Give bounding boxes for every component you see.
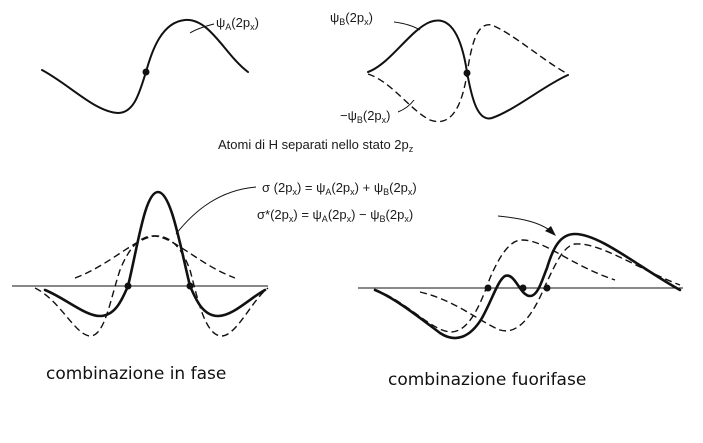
- psi-a-label: ψA(2px): [216, 15, 259, 32]
- minus-psi-b-label: −ψB(2px): [340, 108, 391, 125]
- psi-a-curve: [41, 18, 249, 114]
- psi-b-node: [463, 69, 471, 77]
- sigma-leader: [175, 186, 257, 235]
- out-phase-node-3: [543, 284, 551, 292]
- psi-b-panel: ψB(2px) −ψB(2px) Atomi di H separati nel…: [218, 10, 569, 154]
- sigma-star-arrowhead: [545, 226, 556, 236]
- in-phase-node-2: [186, 282, 194, 290]
- sigma-star-equation: σ*(2px) = ψA(2px) − ψB(2px): [257, 207, 413, 224]
- equations: σ (2px) = ψA(2px) + ψB(2px) σ*(2px) = ψA…: [175, 180, 556, 236]
- psi-a-panel: ψA(2px): [41, 15, 259, 114]
- sigma-equation: σ (2px) = ψA(2px) + ψB(2px): [262, 180, 417, 197]
- out-phase-caption: combinazione fuorifase: [388, 370, 587, 390]
- out-phase-node-2: [519, 284, 527, 292]
- in-phase-panel: [12, 190, 269, 337]
- psi-b-leader: [393, 21, 421, 31]
- psi-a-leader: [189, 23, 215, 34]
- separated-atoms-label: Atomi di H separati nello stato 2pz: [218, 137, 414, 154]
- psi-b-label: ψB(2px): [330, 10, 373, 27]
- psi-a-dashed-right: [374, 239, 616, 333]
- psi-a-node: [142, 68, 150, 76]
- out-phase-node-1: [484, 284, 492, 292]
- in-phase-node-1: [124, 282, 132, 290]
- sigma-star-leader: [497, 215, 553, 233]
- psi-b-dashed: [74, 235, 269, 337]
- psi-b-curve: [367, 19, 569, 120]
- sigma-star-curve: [373, 232, 682, 340]
- in-phase-caption: combinazione in fase: [46, 364, 227, 384]
- psi-a-dashed: [34, 235, 236, 337]
- minus-psi-b-leader: [397, 99, 415, 113]
- out-phase-panel: [358, 232, 683, 340]
- sigma-curve: [43, 190, 267, 318]
